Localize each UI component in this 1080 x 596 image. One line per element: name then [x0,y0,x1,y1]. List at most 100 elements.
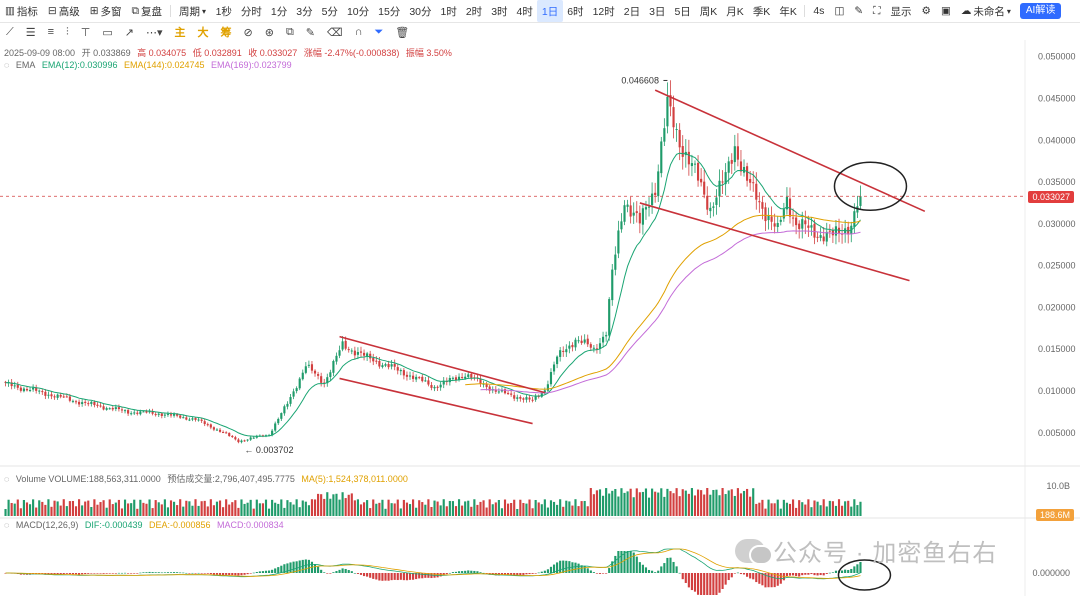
candle-body [341,341,344,350]
trash-icon[interactable]: 🗑 [395,26,410,39]
parallel-tool-icon[interactable]: ≡ [47,26,54,38]
macd-bar [623,551,626,573]
candle-body [151,411,154,414]
period-tab[interactable]: 年K [779,5,797,18]
candle-body [359,351,363,353]
compare-icon[interactable]: ⊘ [243,26,253,39]
ai-analysis-button[interactable]: AI解读 [1019,3,1062,19]
macd-bar [519,573,522,576]
multi-line-tool-icon[interactable]: ☰ [25,26,36,39]
chip-indicator-toggle[interactable]: 筹 [220,27,232,39]
period-tab[interactable]: 30分 [409,5,432,18]
macd-bar [424,573,427,578]
large-indicator-toggle[interactable]: 大 [197,27,209,39]
candle-body [295,388,298,392]
volume-bar [470,506,473,516]
eye-icon[interactable]: ◌ [4,520,10,530]
overlay-icon[interactable]: ⊛ [264,26,274,39]
macd-bar [249,573,252,574]
layout-name-dropdown[interactable]: ☁ 未命名 ▾ [956,0,1016,22]
period-tab[interactable]: 4时 [516,5,533,18]
volume-bar [133,499,136,516]
period-tab[interactable]: 3分 [296,5,313,18]
eraser-icon[interactable]: ⌫ [327,26,343,39]
macd-bar [246,573,249,575]
candle-body [626,204,629,207]
period-tab[interactable]: 2日 [623,5,641,18]
volume-bar [151,508,154,516]
eye-icon[interactable]: ◌ [4,474,10,484]
period-tab[interactable]: 5分 [321,5,338,18]
high-label: 0.046608 [621,75,659,85]
main-indicator-toggle[interactable]: 主 [174,27,186,39]
hline-tool-icon[interactable]: ⊤ [80,26,91,39]
macd-bar [464,570,467,573]
candle-body [412,375,415,379]
magnet-icon[interactable]: ∩ [354,26,363,38]
period-tab[interactable]: 1日 [537,0,563,22]
candle-body [105,408,108,410]
volume-bar [537,502,540,516]
period-tab[interactable]: 分时 [240,5,262,18]
candle-body [647,206,651,208]
pen-icon[interactable]: ✎ [305,26,316,39]
eye-icon[interactable]: ◌ [4,60,10,70]
replay-button[interactable]: ⧉ 复盘 [127,0,168,22]
period-tab[interactable]: 1秒 [215,5,232,18]
period-tab[interactable]: 5日 [674,5,691,18]
candle-body [206,424,209,426]
candle-body [323,382,326,384]
more-tools-icon[interactable]: ⋯▾ [145,26,163,39]
multi-window-button[interactable]: ⊞ 多窗 [85,0,127,22]
volume-bar [457,499,461,516]
display-button[interactable]: 显示 [886,0,917,22]
volume-bar [402,499,405,516]
copy-icon[interactable]: ⧉ [285,25,294,38]
period-tab[interactable]: 15分 [378,5,401,18]
advanced-button[interactable]: ⊟ 高级 [43,0,85,22]
candle-body [706,195,709,210]
volume-bar [632,497,635,516]
candle-body [439,384,442,388]
save-icon[interactable]: ▣ [940,5,951,17]
volume-bar [212,505,215,516]
fib-tool-icon[interactable]: ⫶ [66,25,69,38]
period-tab[interactable]: 周K [699,5,718,18]
refresh-interval[interactable]: 4s [808,0,829,22]
candle-body [313,370,317,374]
macd-bar [341,568,344,573]
candle-body [356,352,359,355]
candle-body [16,384,19,388]
candle-body [347,349,350,351]
volume-bar [608,493,611,516]
edit-icon[interactable]: ✎ [854,5,864,17]
period-tab[interactable]: 1时 [440,5,457,18]
camera-icon[interactable]: ◫ [834,5,845,17]
measure-tool-icon[interactable]: ↗ [124,26,134,39]
filter-icon[interactable]: ⏷ [374,25,384,38]
period-tab[interactable]: 1分 [270,5,288,18]
line-tool-icon[interactable]: ⟋ [6,25,14,38]
period-tab[interactable]: 12时 [592,5,615,18]
volume-bar [841,505,844,516]
volume-bar [258,503,261,516]
period-tab[interactable]: 10分 [346,5,370,18]
volume-bar [317,493,320,516]
indicators-button[interactable]: ▥ 指标 [0,0,43,22]
expand-icon[interactable]: ⛶ [873,4,881,17]
period-tab[interactable]: 3时 [491,5,508,18]
period-tab[interactable]: 2时 [465,5,483,18]
rect-tool-icon[interactable]: ▭ [102,26,113,39]
period-tab[interactable]: 6时 [567,5,584,18]
period-tab[interactable]: 月K [726,5,744,18]
volume-bar [261,503,265,516]
settings-icon[interactable]: ⚙ [921,5,931,17]
macd-bar [286,563,289,573]
candle-body [482,383,485,385]
period-tab[interactable]: 3日 [649,5,666,18]
candle-body [304,366,307,373]
period-dropdown[interactable]: 周期 ▾ [174,0,211,22]
candle-body [163,414,166,416]
period-tab[interactable]: 季K [752,5,771,18]
